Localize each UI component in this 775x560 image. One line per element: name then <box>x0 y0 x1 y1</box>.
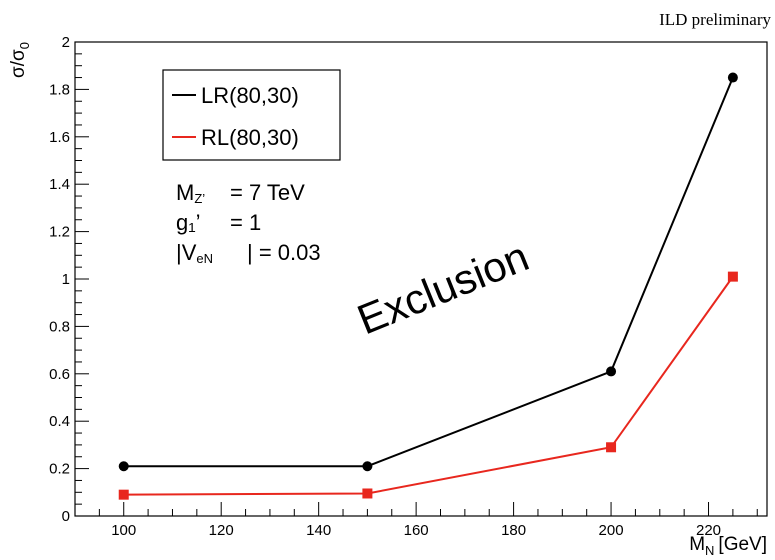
x-tick-label: 180 <box>501 522 526 539</box>
y-axis: 0 0.2 0.4 0.6 0.8 1 1.2 1.4 1.6 1.8 2 <box>49 34 89 525</box>
y-tick-label: 1.4 <box>49 176 70 193</box>
legend-box <box>162 69 341 161</box>
data-point <box>118 461 129 472</box>
data-point <box>606 366 617 377</box>
y-tick-label: 0.8 <box>49 318 70 335</box>
x-tick-label: 200 <box>599 522 624 539</box>
y-tick-label: 1.2 <box>49 224 70 241</box>
preliminary-label: ILD preliminary <box>659 10 771 29</box>
y-tick-label: 1 <box>62 271 70 288</box>
y-axis-title: σ/σ0 <box>8 42 32 78</box>
y-tick-label: 0.2 <box>49 461 70 478</box>
series-layer <box>118 72 738 500</box>
x-tick-label: 140 <box>306 522 331 539</box>
y-tick-label: 2 <box>62 34 70 51</box>
data-point <box>727 72 738 83</box>
data-point <box>606 442 617 453</box>
parameter-block: MZ’ = 7 TeV g₁’ = 1 |VeN | = 0.03 <box>176 180 321 266</box>
y-tick-label: 0.6 <box>49 366 70 383</box>
y-tick-label: 0 <box>62 508 70 525</box>
y-tick-label: 1.8 <box>49 81 70 98</box>
exclusion-annotation: Exclusion <box>351 232 535 343</box>
data-point <box>362 461 373 472</box>
parameter-line: |VeN | = 0.03 <box>176 240 321 266</box>
series-line-2 <box>123 276 734 496</box>
data-point <box>118 489 129 500</box>
legend: LR(80,30) RL(80,30) <box>172 83 299 150</box>
parameter-line: MZ’ = 7 TeV <box>176 180 305 206</box>
y-tick-label: 0.4 <box>49 413 70 430</box>
x-tick-label: 120 <box>209 522 234 539</box>
series-line-1 <box>123 77 734 468</box>
x-axis-title: MN [GeV] <box>689 534 767 558</box>
legend-label: RL(80,30) <box>201 125 299 150</box>
data-point <box>727 271 738 282</box>
x-tick-label: 220 <box>696 522 721 539</box>
legend-label: LR(80,30) <box>201 83 299 108</box>
parameter-line: g₁’ = 1 <box>176 210 261 235</box>
x-tick-label: 100 <box>111 522 136 539</box>
data-point <box>362 488 373 499</box>
y-tick-label: 1.6 <box>49 129 70 146</box>
x-tick-label: 160 <box>404 522 429 539</box>
x-axis: 100 120 140 160 180 200 220 <box>74 502 758 539</box>
